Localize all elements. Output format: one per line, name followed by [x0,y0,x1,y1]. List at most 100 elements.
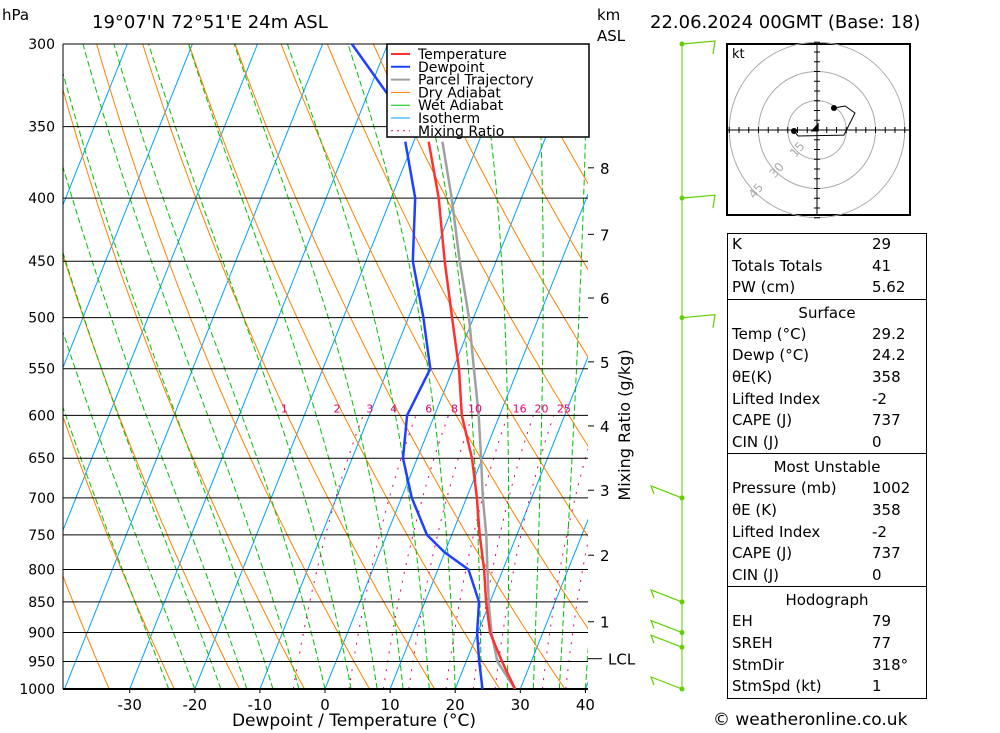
pressure-tick-label: 650 [28,451,55,467]
legend-label: Dry Adiabat [418,85,501,101]
pressure-tick-label: 900 [28,626,55,642]
wind-barb-icon [649,675,683,690]
parcel-trajectory-line [441,141,517,689]
axes: 1 2 3 4 6 8 10 16 20 2530035040045050055060065070… [19,37,635,714]
index-row: StmSpd (kt) 1 [728,676,926,698]
surface-indices: Surface Temp (°C) 29.2 Dewp (°C) 24.2 θE(K) 35… [727,298,927,454]
legend-label: Dewpoint [418,60,485,76]
wet-adiabat-line [63,71,274,689]
index-row: θE (K) 358 [728,500,926,522]
wet-adiabat-line [286,44,430,689]
hodograph-trace [793,105,856,137]
wind-barbs [649,40,716,692]
temp-tick-label: 10 [381,696,400,714]
mixing-ratio-tick-label: 2 [334,402,341,415]
mixing-ratio-tick-label: 10 [468,402,482,415]
temp-tick-label: -20 [183,696,208,714]
index-value: 737 [872,411,901,430]
index-value: 358 [872,500,901,519]
dry-adiabat-line [927,44,1000,689]
km-tick-label: 8 [600,160,610,178]
wind-barb-icon [649,619,683,634]
index-value: 24.2 [872,346,906,365]
index-label: Totals Totals [732,256,823,275]
most-unstable-indices: Most Unstable Pressure (mb) 1002 θE (K) 358 L… [727,453,927,587]
mixing-ratio-line [348,415,417,689]
index-label: Temp (°C) [732,324,807,343]
x-axis-label: Dewpoint / Temperature (°C) [232,711,476,731]
pressure-tick-label: 800 [28,562,55,578]
index-value: -2 [872,389,887,408]
location-title: 19°07'N 72°51'E 24m ASL [92,12,328,33]
mixing-ratio-line [565,538,588,689]
most-unstable-header: Most Unstable [773,458,881,477]
wet-adiabat-line [113,44,326,689]
wet-adiabat-line [477,44,510,689]
legend-label: Wet Adiabat [418,98,504,114]
isotherm-line [454,355,588,689]
wind-barb-icon [649,484,683,499]
index-value: 1 [872,677,882,696]
legend-box [386,43,590,138]
temp-tick-label: -30 [117,696,142,714]
pressure-tick-label: 450 [28,254,55,270]
mixing-ratio-tick-label: 6 [425,402,432,415]
isotherm-line [259,44,519,689]
index-label: CIN (J) [732,432,780,451]
km-unit-label: km [597,6,620,24]
mixing-ratio-line [542,447,588,689]
km-tick-label: 5 [600,354,610,372]
index-value: 5.62 [872,278,906,297]
dewpoint-line-upper [350,44,391,98]
pressure-tick-label: 750 [28,528,55,544]
index-label: Dewp (°C) [732,346,810,365]
storm-motion-icon [810,122,819,132]
copyright-footer[interactable]: © weatheronline.co.uk [713,710,908,730]
hodograph-end-marker [830,104,837,111]
mixing-ratio-line [494,415,555,689]
mixing-ratio-tick-label: 20 [535,402,549,415]
km-tick-label: 3 [600,482,610,500]
datetime-title: 22.06.2024 00GMT (Base: 18) [650,12,920,33]
hodograph-unit-label: kt [732,47,745,62]
mixing-ratio-line [292,415,364,689]
index-label: EH [732,612,753,631]
mixing-ratio-tick-label: 1 [281,402,288,415]
wet-adiabat-line [412,44,482,689]
index-label: Lifted Index [732,522,821,541]
index-row: K 29 [728,234,926,256]
mixing-ratio-line [382,415,449,689]
dry-adiabat-line [419,44,588,358]
wet-adiabat-line [347,44,456,689]
hodograph-start-marker [790,127,797,134]
index-row: θE(K) 358 [728,367,926,389]
pressure-tick-label: 1000 [19,682,55,698]
general-indices: K 29 Totals Totals 41 PW (cm) 5.62 [727,233,927,299]
dry-adiabat-line [326,44,588,538]
index-row: SREH 77 [728,633,926,655]
index-label: Pressure (mb) [732,479,837,498]
temp-tick-label: -10 [248,696,273,714]
isotherm-line [519,518,588,689]
hodograph-header: Hodograph [785,591,869,610]
index-row: Totals Totals 41 [728,256,926,278]
asl-unit-label: ASL [597,27,626,45]
index-value: 0 [872,432,882,451]
pressure-tick-label: 350 [28,120,55,136]
index-row: PW (cm) 5.62 [728,277,926,299]
km-tick-label: 7 [600,226,610,244]
index-label: PW (cm) [732,278,796,297]
pressure-tick-label: 950 [28,655,55,671]
wet-adiabat-line [233,44,404,689]
index-value: 29 [872,235,892,253]
dewpoint-line [401,141,484,689]
index-label: StmDir [732,655,784,674]
temperature-line [427,141,517,689]
index-label: CAPE (J) [732,411,793,430]
mixing-ratio-tick-label: 4 [390,402,397,415]
pressure-tick-label: 850 [28,595,55,611]
index-row: CIN (J) 0 [728,565,926,587]
index-value: 737 [872,544,901,563]
mixing-ratio-tick-label: 8 [451,402,458,415]
